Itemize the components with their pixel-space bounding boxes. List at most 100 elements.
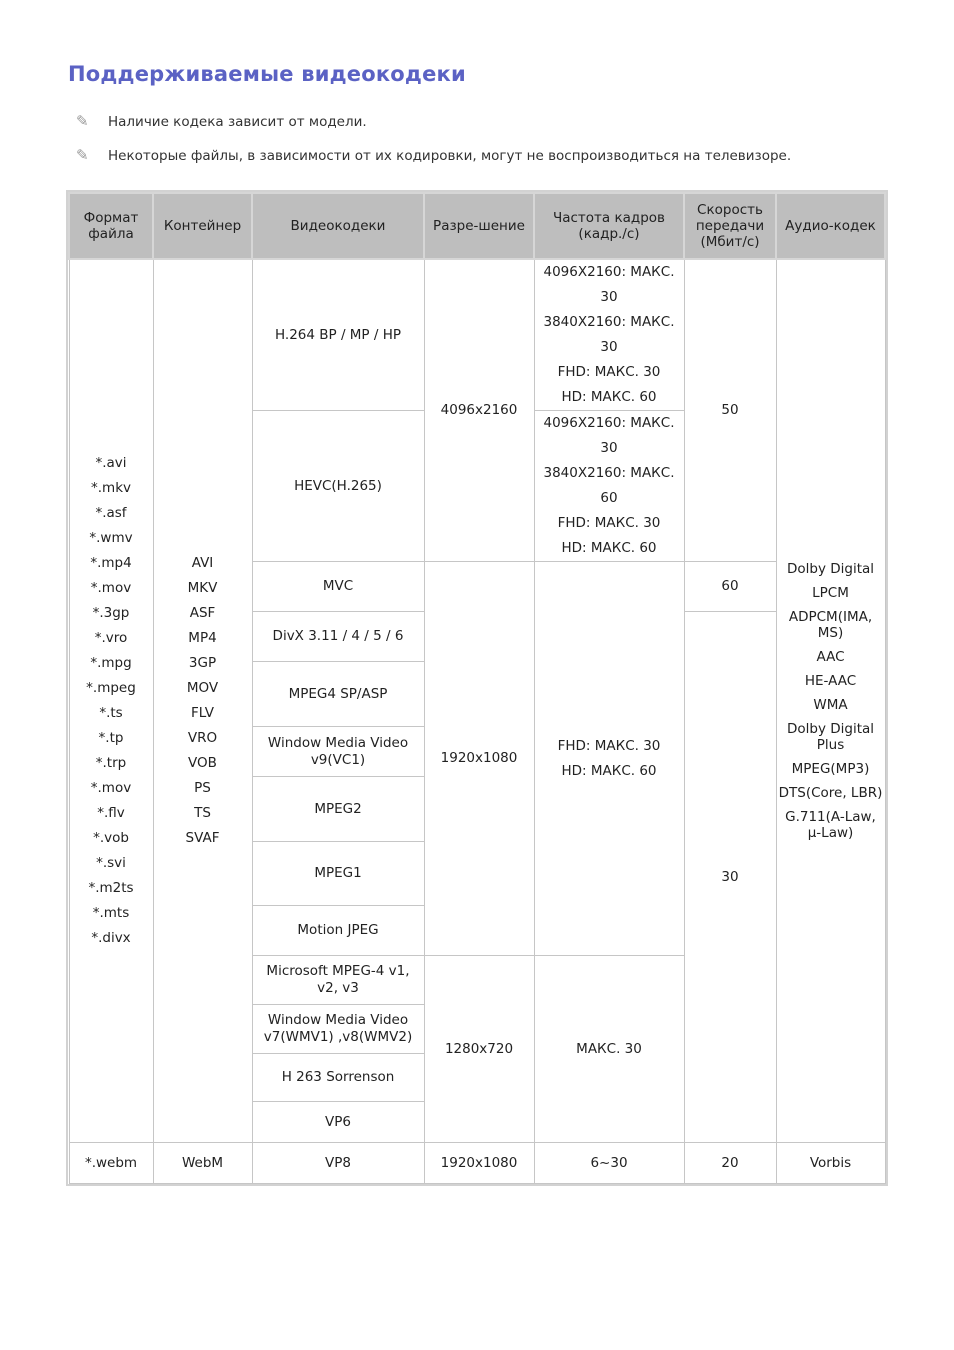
framerate-cell: МАКС. 30 <box>533 955 685 1143</box>
list-item: *.asf <box>95 505 127 521</box>
bitrate-cell: 20 <box>683 1142 777 1184</box>
list-item: DTS(Core, LBR) <box>778 785 883 801</box>
list-item: 4096X2160: МАКС. 30 <box>543 415 675 456</box>
list-item: *.ts <box>99 705 123 721</box>
list-item: HD: МАКС. 60 <box>561 762 657 779</box>
list-item: LPCM <box>812 585 849 601</box>
framerate-cell: 4096X2160: МАКС. 30 3840X2160: МАКС. 30 FH… <box>533 258 685 411</box>
codec-cell: Window Media Video v9(VC1) <box>251 726 425 777</box>
header-resolution: Разре-шение <box>423 192 535 260</box>
codec-table: Формат файла Контейнер Видеокодеки Разре… <box>66 190 888 1186</box>
list-item: *.mpeg <box>86 680 136 696</box>
list-item: VOB <box>188 755 217 771</box>
codec-cell: Motion JPEG <box>251 905 425 956</box>
codec-cell: MPEG2 <box>251 776 425 842</box>
note: ✎ Некоторые файлы, в зависимости от их ко… <box>76 146 791 164</box>
bitrate-cell: 60 <box>683 561 777 612</box>
list-item: G.711(A-Law, μ-Law) <box>785 809 876 841</box>
resolution-cell: 4096x2160 <box>423 258 535 562</box>
table-row: Window Media Video v7(WMV1) ,v8(WMV2) <box>69 1004 885 1054</box>
list-item: AVI <box>191 555 214 571</box>
list-item: HD: МАКС. 60 <box>561 389 657 405</box>
page-title: Поддерживаемые видеокодеки <box>68 62 466 86</box>
list-item: 3840X2160: МАКС. 60 <box>543 465 675 506</box>
list-item: PS <box>194 780 211 796</box>
header-container: Контейнер <box>152 192 253 260</box>
list-item: *.svi <box>96 855 126 871</box>
list-item: FHD: МАКС. 30 <box>557 364 661 380</box>
list-item: MKV <box>187 580 218 596</box>
list-item: *.mov <box>90 580 132 596</box>
list-item: *.mpg <box>90 655 132 671</box>
list-item: ADPCM(IMA, MS) <box>788 609 873 641</box>
list-item: Dolby Digital <box>786 561 875 577</box>
codec-cell: Window Media Video v7(WMV1) ,v8(WMV2) <box>251 1004 425 1054</box>
list-item: *.3gp <box>92 605 130 621</box>
list-item: WMA <box>813 697 848 713</box>
codec-cell: VP8 <box>251 1142 425 1184</box>
codec-cell: Microsoft MPEG-4 v1, v2, v3 <box>251 955 425 1005</box>
list-item: ASF <box>189 605 216 621</box>
bitrate-cell: 30 <box>683 611 777 1143</box>
table-row: *.avi *.mkv *.asf *.wmv *.mp4 *.mov *.3gp *.vro… <box>68 258 886 1143</box>
list-item: SVAF <box>185 830 220 846</box>
list-item: MOV <box>186 680 219 696</box>
note-text: Наличие кодека зависит от модели. <box>108 114 367 130</box>
table-row: Motion JPEG <box>69 905 885 956</box>
list-item: Dolby Digital Plus <box>786 721 875 753</box>
list-item: MP4 <box>188 630 217 646</box>
list-item: *.vro <box>94 630 128 646</box>
codec-cell: DivX 3.11 / 4 / 5 / 6 <box>251 611 425 662</box>
pencil-icon: ✎ <box>76 112 89 130</box>
resolution-cell: 1920x1080 <box>423 1142 535 1184</box>
container-cell: AVI MKV ASF MP4 3GP MOV FLV VRO VOB PS TS SVAF <box>152 258 253 1143</box>
list-item: *.m2ts <box>88 880 134 896</box>
list-item: *.wmv <box>89 530 133 546</box>
list-item: *.mp4 <box>90 555 132 571</box>
table-row: MPEG1 <box>69 841 885 906</box>
table-row: MVC 1920x1080 FHD: МАКС. 30 HD: МАКС. 60 … <box>69 561 885 956</box>
table-row: MPEG4 SP/ASP <box>69 661 885 727</box>
codec-cell: H.264 BP / MP / HP <box>251 258 425 411</box>
list-item: VRO <box>187 730 218 746</box>
list-item: TS <box>194 805 211 821</box>
table-row: H 263 Sorrenson <box>69 1053 885 1102</box>
table-row: DivX 3.11 / 4 / 5 / 6 30 <box>69 611 885 1143</box>
audio-cell: Vorbis <box>775 1142 886 1184</box>
header-framerate: Частота кадров (кадр./с) <box>533 192 685 260</box>
list-item: AAC <box>816 649 845 665</box>
list-item: *.tp <box>98 730 124 746</box>
list-item: *.flv <box>97 805 125 821</box>
list-item: 3840X2160: МАКС. 30 <box>543 314 675 355</box>
container-cell: WebM <box>152 1142 253 1184</box>
framerate-cell: 4096X2160: МАКС. 30 3840X2160: МАКС. 60 FH… <box>533 410 685 562</box>
list-item: HD: МАКС. 60 <box>561 540 657 556</box>
list-item: *.vob <box>93 830 129 846</box>
codec-cell: MPEG4 SP/ASP <box>251 661 425 727</box>
file-format-cell: *.webm <box>68 1142 154 1184</box>
resolution-cell: 1280x720 <box>423 955 535 1143</box>
header-row: Формат файла Контейнер Видеокодеки Разре… <box>68 192 886 260</box>
file-format-cell: *.avi *.mkv *.asf *.wmv *.mp4 *.mov *.3gp *.vro… <box>68 258 154 1143</box>
list-item: FLV <box>190 705 215 721</box>
header-bitrate: Скорость передачи (Мбит/с) <box>683 192 777 260</box>
framerate-cell: 6~30 <box>533 1142 685 1184</box>
list-item: *.mkv <box>91 480 131 496</box>
note-text: Некоторые файлы, в зависимости от их код… <box>108 148 792 164</box>
resolution-cell: 1920x1080 <box>423 561 535 956</box>
list-item: HE-AAC <box>804 673 857 689</box>
list-item: *.divx <box>91 930 131 946</box>
list-item: *.avi <box>95 455 127 471</box>
codec-cell: MPEG1 <box>251 841 425 906</box>
list-item: MPEG(MP3) <box>791 761 870 777</box>
list-item: *.mov <box>90 780 132 796</box>
table-row: VP6 <box>69 1101 885 1143</box>
framerate-cell: FHD: МАКС. 30 HD: МАКС. 60 <box>533 561 685 956</box>
note: ✎ Наличие кодека зависит от модели. <box>76 112 367 130</box>
list-item: *.mts <box>92 905 130 921</box>
codec-cell: H 263 Sorrenson <box>251 1053 425 1102</box>
table-row: HEVC(H.265) 4096X2160: МАКС. 30 3840X2160… <box>69 410 885 562</box>
list-item: 3GP <box>188 655 217 671</box>
list-item: FHD: МАКС. 30 <box>557 515 661 531</box>
header-audio: Аудио-кодек <box>775 192 886 260</box>
